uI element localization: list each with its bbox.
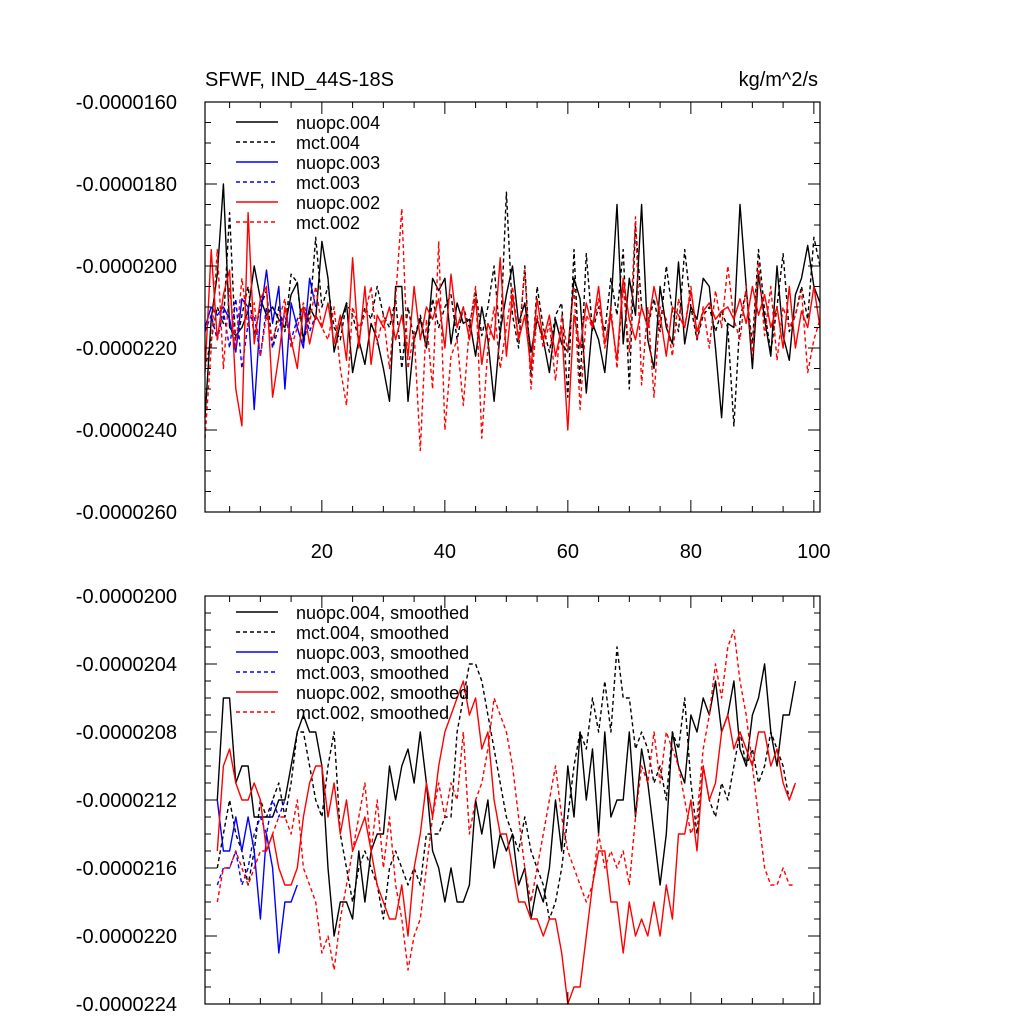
series-line-mct-002-smoothed bbox=[216, 629, 796, 971]
legend-label: mct.002 bbox=[296, 213, 360, 233]
legend-label: nuopc.002 bbox=[296, 193, 380, 213]
series-line-mct-004-smoothed bbox=[216, 646, 797, 920]
y-tick-label: -0.0000220 bbox=[76, 926, 177, 948]
legend-label: mct.002, smoothed bbox=[296, 703, 449, 723]
series-line-mct-002 bbox=[204, 207, 821, 452]
legend-label: mct.003, smoothed bbox=[296, 663, 449, 683]
bottom-panel: -0.0000200 -0.0000204 -0.0000208 -0.0000212… bbox=[76, 586, 821, 1016]
legend-label: mct.004, smoothed bbox=[296, 623, 449, 643]
x-tick-label: 100 bbox=[797, 541, 830, 563]
legend-label: nuopc.002, smoothed bbox=[296, 683, 469, 703]
series-line-nuopc-002 bbox=[204, 211, 821, 431]
series-group bbox=[204, 183, 821, 452]
top-panel: SFWF, IND_44S-18S kg/m^2/s -0.0000160 -0.00… bbox=[76, 69, 831, 563]
units-label: kg/m^2/s bbox=[739, 69, 818, 91]
series-line-mct-004 bbox=[204, 191, 821, 427]
series-line-mct-003 bbox=[204, 298, 317, 370]
series-line-nuopc-004-smoothed bbox=[216, 663, 797, 937]
y-tick-label: -0.0000216 bbox=[76, 858, 177, 880]
chart-title: SFWF, IND_44S-18S bbox=[205, 69, 394, 91]
series-line-mct-003-smoothed bbox=[216, 799, 286, 886]
x-tick-label: 40 bbox=[434, 541, 456, 563]
series-line-nuopc-002-smoothed bbox=[216, 680, 797, 1005]
y-tick-label: -0.0000224 bbox=[76, 994, 177, 1016]
y-tick-label: -0.0000200 bbox=[76, 256, 177, 278]
y-tick-label: -0.0000204 bbox=[76, 654, 177, 676]
series-line-nuopc-003 bbox=[204, 269, 317, 411]
series-line-nuopc-004 bbox=[204, 183, 821, 419]
x-tick-label: 20 bbox=[311, 541, 333, 563]
legend-label: nuopc.003 bbox=[296, 153, 380, 173]
y-tick-label: -0.0000212 bbox=[76, 790, 177, 812]
legend-label: mct.004 bbox=[296, 133, 360, 153]
y-tick-label: -0.0000180 bbox=[76, 174, 177, 196]
y-tick-label: -0.0000240 bbox=[76, 420, 177, 442]
legend-label: nuopc.004 bbox=[296, 113, 380, 133]
legend-label: nuopc.004, smoothed bbox=[296, 603, 469, 623]
series-group bbox=[216, 629, 797, 1005]
y-tick-label: -0.0000220 bbox=[76, 338, 177, 360]
legend-label: mct.003 bbox=[296, 173, 360, 193]
y-tick-label: -0.0000208 bbox=[76, 722, 177, 744]
legend: nuopc.004mct.004nuopc.003mct.003nuopc.00… bbox=[236, 113, 380, 233]
x-tick-label: 80 bbox=[680, 541, 702, 563]
x-tick-label: 60 bbox=[557, 541, 579, 563]
legend-label: nuopc.003, smoothed bbox=[296, 643, 469, 663]
y-tick-label: -0.0000160 bbox=[76, 92, 177, 114]
series-line-nuopc-003-smoothed bbox=[216, 799, 298, 954]
y-tick-label: -0.0000260 bbox=[76, 502, 177, 524]
y-tick-label: -0.0000200 bbox=[76, 586, 177, 608]
